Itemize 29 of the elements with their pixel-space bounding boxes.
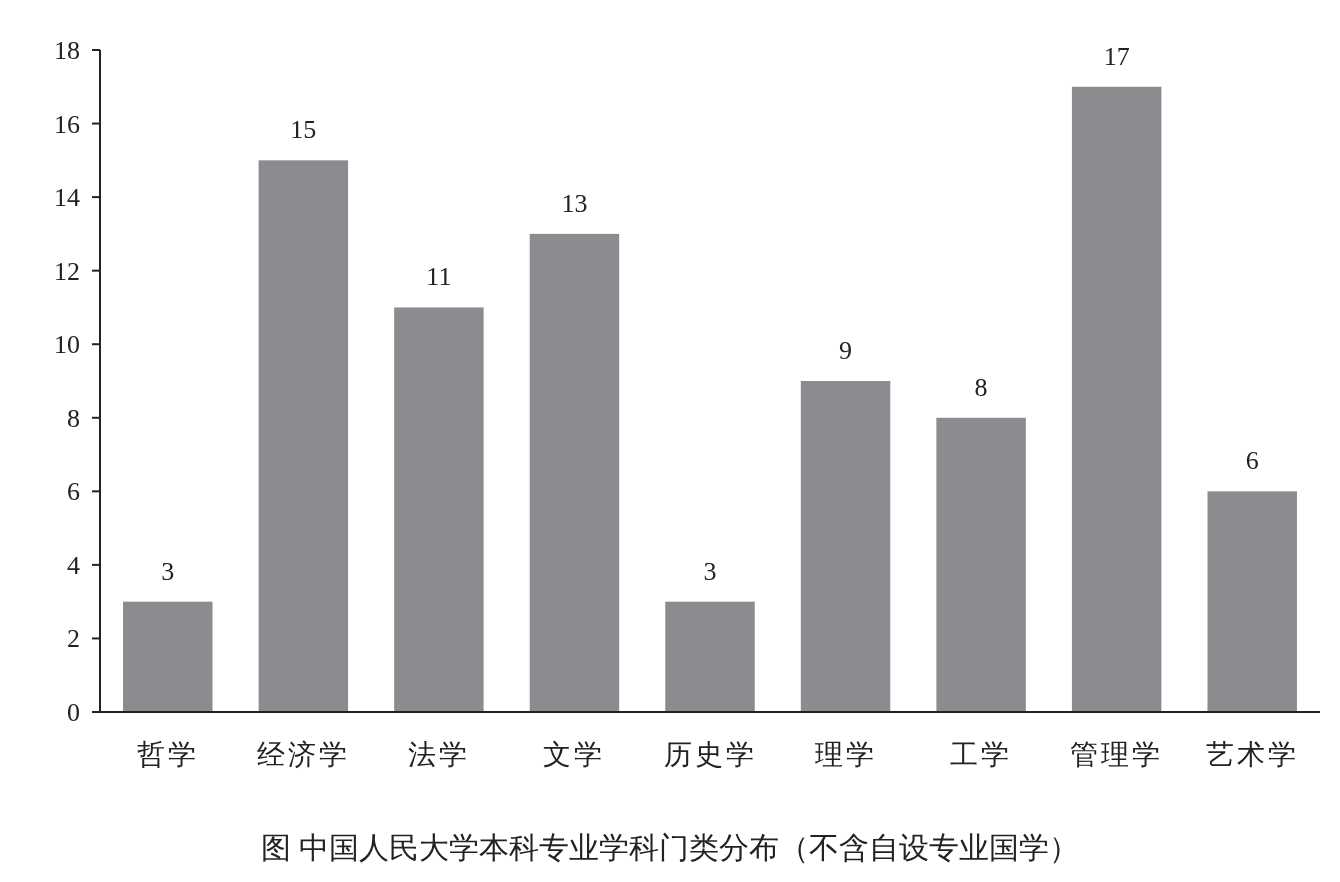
x-tick-label: 法学 bbox=[407, 739, 470, 770]
data-label: 13 bbox=[561, 188, 588, 218]
x-tick-label: 理学 bbox=[814, 739, 877, 770]
data-label: 9 bbox=[839, 336, 853, 365]
y-tick-label: 2 bbox=[67, 624, 80, 654]
text: 图 中国人民大学本科专业学科门类分布（不含自设专业国学） bbox=[261, 831, 1079, 864]
y-tick-label: 10 bbox=[54, 330, 80, 360]
y-tick-label: 14 bbox=[54, 183, 80, 213]
y-tick-label: 18 bbox=[54, 36, 80, 65]
x-tick-label: 艺术学 bbox=[1205, 739, 1299, 770]
data-label: 6 bbox=[1245, 446, 1259, 476]
x-tick-label: 哲学 bbox=[136, 739, 199, 770]
y-tick-label: 0 bbox=[67, 698, 80, 727]
x-tick-label: 经济学 bbox=[256, 739, 350, 770]
x-tick-label: 文学 bbox=[543, 739, 606, 770]
y-tick-label: 12 bbox=[54, 256, 80, 286]
y-tick-label: 16 bbox=[54, 109, 80, 139]
data-label: 15 bbox=[290, 115, 317, 145]
y-tick-label: 6 bbox=[67, 477, 80, 507]
data-label: 3 bbox=[703, 556, 717, 586]
data-label: 17 bbox=[1103, 41, 1130, 71]
x-tick-label: 管理学 bbox=[1070, 739, 1164, 770]
x-tick-label: 历史学 bbox=[663, 739, 757, 770]
data-label: 8 bbox=[974, 372, 988, 402]
data-label: 11 bbox=[426, 262, 452, 292]
x-tick-label: 工学 bbox=[950, 739, 1013, 770]
y-tick-label: 4 bbox=[67, 550, 80, 580]
data-label: 3 bbox=[161, 556, 175, 586]
y-tick-label: 8 bbox=[67, 403, 80, 433]
